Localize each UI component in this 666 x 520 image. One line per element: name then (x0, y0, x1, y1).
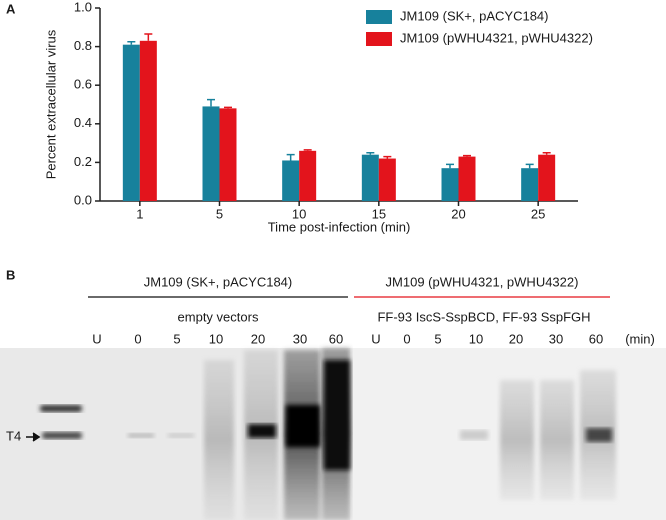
y-tick-label: 0.8 (74, 38, 92, 53)
error-bar (144, 33, 153, 41)
error-bar (303, 149, 312, 151)
bar (521, 168, 539, 201)
marker-label: T4 (6, 428, 21, 443)
lane-label: 10 (209, 331, 223, 346)
x-tick-label: 5 (216, 206, 223, 221)
group-plasmids: empty vectors (178, 309, 259, 324)
x-axis-title: Time post-infection (min) (268, 219, 411, 234)
legend-swatch (366, 10, 392, 24)
error-bar (224, 106, 232, 109)
error-bar (525, 163, 534, 169)
x-tick-label: 25 (531, 206, 545, 221)
error-bar (127, 41, 136, 45)
bar (299, 150, 317, 201)
lane-label: 0 (134, 331, 141, 346)
gel-image (0, 348, 666, 520)
legend-label: JM109 (pWHU4321, pWHU4322) (400, 30, 593, 45)
error-bar (446, 163, 454, 169)
bar (441, 168, 459, 201)
y-tick-label: 0.6 (74, 77, 92, 92)
bar (458, 156, 476, 201)
y-tick-label: 0.0 (74, 192, 92, 207)
lane-label: U (371, 331, 380, 346)
x-tick-label: 20 (451, 206, 465, 221)
y-tick-label: 1.0 (74, 0, 92, 14)
lane-label: U (92, 331, 101, 346)
error-bar (463, 154, 471, 157)
group-plasmids: FF-93 IscS-SspBCD, FF-93 SspFGH (377, 309, 590, 324)
error-bar (366, 152, 375, 155)
lane-label: 60 (589, 331, 603, 346)
bar (361, 154, 379, 201)
lane-label: 30 (549, 331, 563, 346)
error-bar (383, 155, 392, 159)
lane-label: 20 (251, 331, 265, 346)
lane-label: 5 (434, 331, 441, 346)
bar (139, 40, 157, 202)
bar (202, 106, 220, 201)
x-tick-label: 15 (372, 206, 386, 221)
x-tick-label: 1 (136, 206, 143, 221)
error-bar (207, 98, 215, 107)
group-strain: JM109 (SK+, pACYC184) (144, 274, 292, 289)
bar (219, 108, 237, 201)
lane-label: 0 (403, 331, 410, 346)
bar (538, 154, 556, 201)
bar (282, 160, 300, 201)
x-tick-label: 10 (292, 206, 306, 221)
legend-label: JM109 (SK+, pACYC184) (400, 8, 548, 23)
error-bar (542, 152, 551, 155)
unit-label: (min) (625, 331, 655, 346)
bar (378, 158, 396, 201)
lane-label: 60 (329, 331, 343, 346)
lane-label: 5 (173, 331, 180, 346)
error-bar (286, 153, 295, 161)
panel-label: B (6, 267, 15, 282)
y-tick-label: 0.4 (74, 115, 92, 130)
lane-label: 20 (509, 331, 523, 346)
y-axis-title: Percent extracellular virus (43, 29, 58, 179)
group-strain: JM109 (pWHU4321, pWHU4322) (386, 274, 579, 289)
y-tick-label: 0.2 (74, 154, 92, 169)
bar (122, 44, 140, 201)
lane-label: 10 (469, 331, 483, 346)
legend-swatch (366, 32, 392, 46)
panel-label: A (6, 1, 16, 16)
marker-arrow (26, 432, 41, 442)
lane-label: 30 (293, 331, 307, 346)
